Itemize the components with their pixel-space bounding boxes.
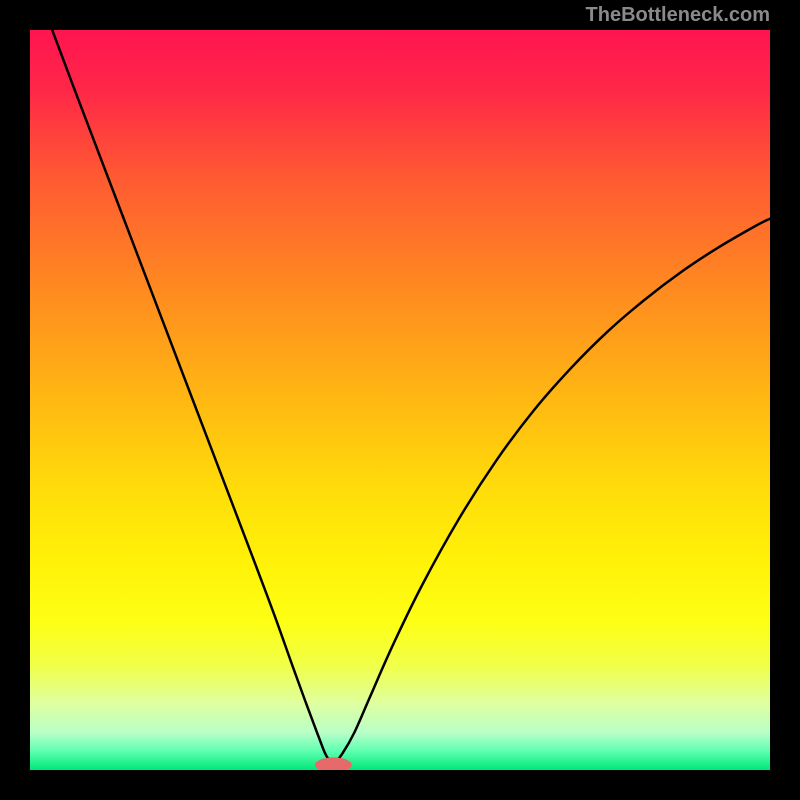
curve-right-branch [333,219,770,765]
curve-left-branch [52,30,333,765]
notch-marker [315,757,352,770]
bottleneck-curve [30,30,770,770]
chart-frame: TheBottleneck.com [0,0,800,800]
plot-area [30,30,770,770]
watermark-text: TheBottleneck.com [586,4,770,27]
